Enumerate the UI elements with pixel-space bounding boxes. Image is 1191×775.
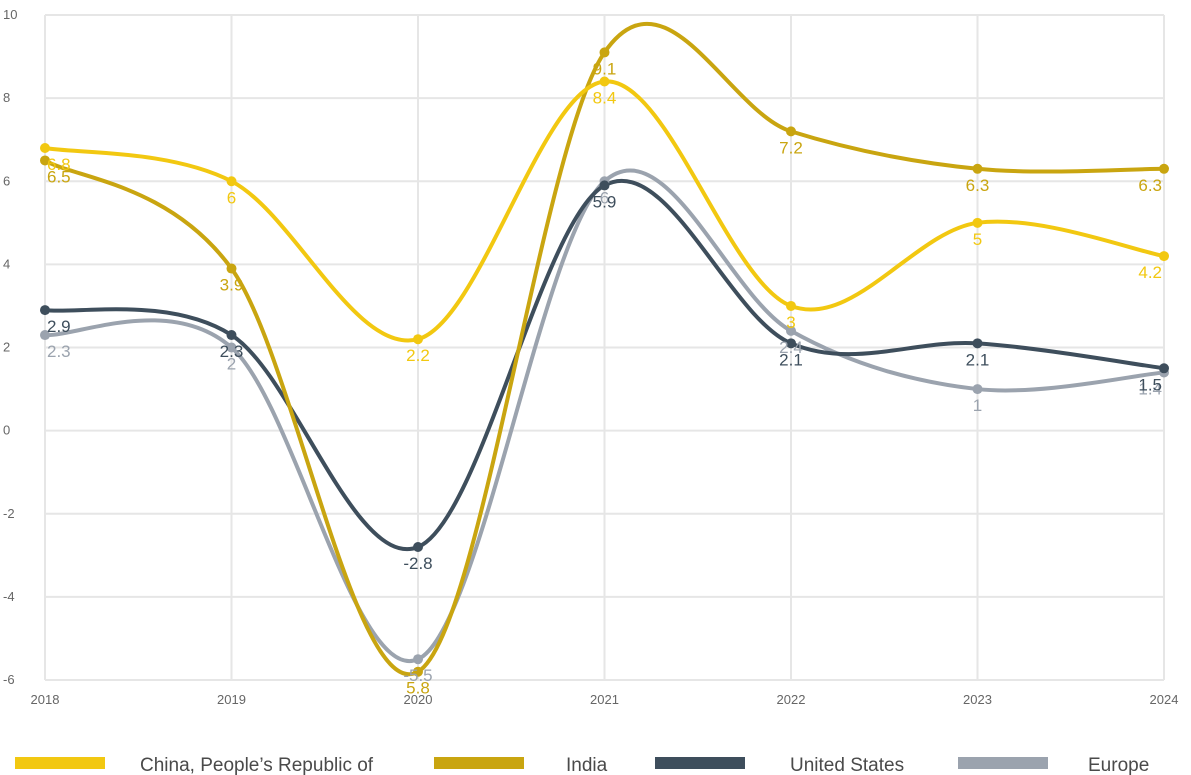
legend-label: India bbox=[566, 755, 608, 775]
data-label: -2.8 bbox=[403, 554, 432, 573]
data-point[interactable] bbox=[972, 217, 983, 228]
x-tick-label: 2022 bbox=[777, 692, 806, 707]
data-label: 2.1 bbox=[966, 350, 990, 369]
data-label: 2 bbox=[227, 355, 236, 374]
legend-item-europe[interactable]: Europe bbox=[958, 755, 1149, 775]
data-point[interactable] bbox=[413, 542, 423, 552]
data-label: 2.3 bbox=[47, 342, 71, 361]
series-line-europe bbox=[43, 168, 1166, 664]
data-label: 4.2 bbox=[1138, 263, 1162, 282]
data-label: -5.5 bbox=[403, 666, 432, 685]
legend-label: Europe bbox=[1088, 755, 1149, 775]
data-point[interactable] bbox=[1159, 163, 1169, 174]
data-point[interactable] bbox=[226, 176, 237, 187]
data-point[interactable] bbox=[1159, 363, 1169, 374]
data-label: 9.1 bbox=[593, 59, 617, 78]
data-point[interactable] bbox=[40, 330, 50, 341]
data-labels: 2.32-5.562.411.42.92.3-2.85.92.1 2.11.56.… bbox=[47, 59, 1162, 697]
data-point[interactable] bbox=[413, 666, 423, 677]
data-point[interactable] bbox=[1159, 251, 1169, 262]
y-axis-ticks: 10 8 6 4 2 0 -2 -4 -6 bbox=[3, 7, 17, 687]
data-point[interactable] bbox=[413, 654, 423, 665]
data-point[interactable] bbox=[226, 263, 237, 274]
y-tick-label: -4 bbox=[3, 589, 15, 604]
legend-item-china-people-s-republic-of[interactable]: China, People’s Republic of bbox=[15, 755, 374, 775]
data-point[interactable] bbox=[599, 47, 610, 58]
data-label: 8.4 bbox=[593, 89, 617, 108]
data-label: 6 bbox=[600, 188, 609, 207]
x-tick-label: 2018 bbox=[31, 692, 60, 707]
x-tick-label: 2024 bbox=[1150, 692, 1179, 707]
data-point[interactable] bbox=[972, 163, 983, 174]
y-tick-label: 8 bbox=[3, 90, 10, 105]
data-point[interactable] bbox=[599, 180, 610, 191]
legend-swatch bbox=[434, 757, 524, 769]
y-tick-label: 6 bbox=[3, 173, 10, 188]
legend-label: China, People’s Republic of bbox=[140, 755, 374, 775]
data-point[interactable] bbox=[786, 338, 796, 349]
series-line-india bbox=[43, 21, 1166, 677]
data-point[interactable] bbox=[226, 330, 237, 341]
data-label: 2.9 bbox=[47, 317, 71, 336]
legend-item-united-states[interactable]: United States bbox=[655, 755, 904, 775]
data-label: 2.2 bbox=[406, 346, 430, 365]
data-label: 5.9 bbox=[593, 192, 617, 211]
data-label: 1.5 bbox=[1138, 375, 1162, 394]
data-point[interactable] bbox=[599, 76, 610, 87]
data-label: 6.8 bbox=[47, 155, 71, 174]
legend-swatch bbox=[15, 757, 105, 769]
data-point[interactable] bbox=[786, 325, 796, 336]
data-label: 2.3 bbox=[220, 342, 244, 361]
data-label: 7.2 bbox=[779, 138, 803, 157]
data-label: 6.3 bbox=[1138, 176, 1162, 195]
x-tick-label: 2020 bbox=[404, 692, 433, 707]
data-label: 6.3 bbox=[966, 176, 990, 195]
data-label: 2.1 bbox=[779, 350, 803, 369]
y-tick-label: 10 bbox=[3, 7, 17, 22]
y-tick-label: -2 bbox=[3, 506, 15, 521]
grid bbox=[44, 14, 1165, 681]
data-points bbox=[40, 47, 1169, 677]
y-tick-label: -6 bbox=[3, 672, 15, 687]
data-point[interactable] bbox=[786, 300, 796, 311]
data-label: 5.8 bbox=[406, 679, 430, 698]
x-axis-ticks: 2018 2019 2020 2021 2022 2023 2024 bbox=[31, 692, 1179, 707]
data-point[interactable] bbox=[972, 384, 983, 395]
y-tick-label: 4 bbox=[3, 256, 10, 271]
legend[interactable]: China, People’s Republic of India United S… bbox=[15, 755, 1149, 775]
data-label: 1 bbox=[973, 396, 982, 415]
data-label: 2.4 bbox=[779, 338, 803, 357]
data-point[interactable] bbox=[413, 334, 423, 345]
data-label: 6.5 bbox=[47, 167, 71, 186]
legend-swatch bbox=[958, 757, 1048, 769]
x-tick-label: 2019 bbox=[217, 692, 246, 707]
legend-label: United States bbox=[790, 755, 904, 775]
x-tick-label: 2023 bbox=[963, 692, 992, 707]
data-point[interactable] bbox=[972, 338, 983, 349]
data-point[interactable] bbox=[786, 126, 796, 137]
y-tick-label: 2 bbox=[3, 340, 10, 355]
data-point[interactable] bbox=[40, 155, 50, 166]
legend-item-india[interactable]: India bbox=[434, 755, 608, 775]
data-label: 1.4 bbox=[1138, 379, 1162, 398]
legend-swatch bbox=[655, 757, 745, 769]
y-tick-label: 0 bbox=[3, 423, 10, 438]
data-point[interactable] bbox=[40, 305, 50, 316]
x-tick-label: 2021 bbox=[590, 692, 619, 707]
data-point[interactable] bbox=[226, 342, 237, 353]
data-label: 6 bbox=[227, 188, 236, 207]
data-label: 3.9 bbox=[220, 276, 244, 295]
series-line-united-states bbox=[43, 179, 1166, 552]
data-label: 5 bbox=[973, 230, 982, 249]
data-label: 3 bbox=[786, 313, 795, 332]
data-point[interactable] bbox=[40, 143, 50, 153]
